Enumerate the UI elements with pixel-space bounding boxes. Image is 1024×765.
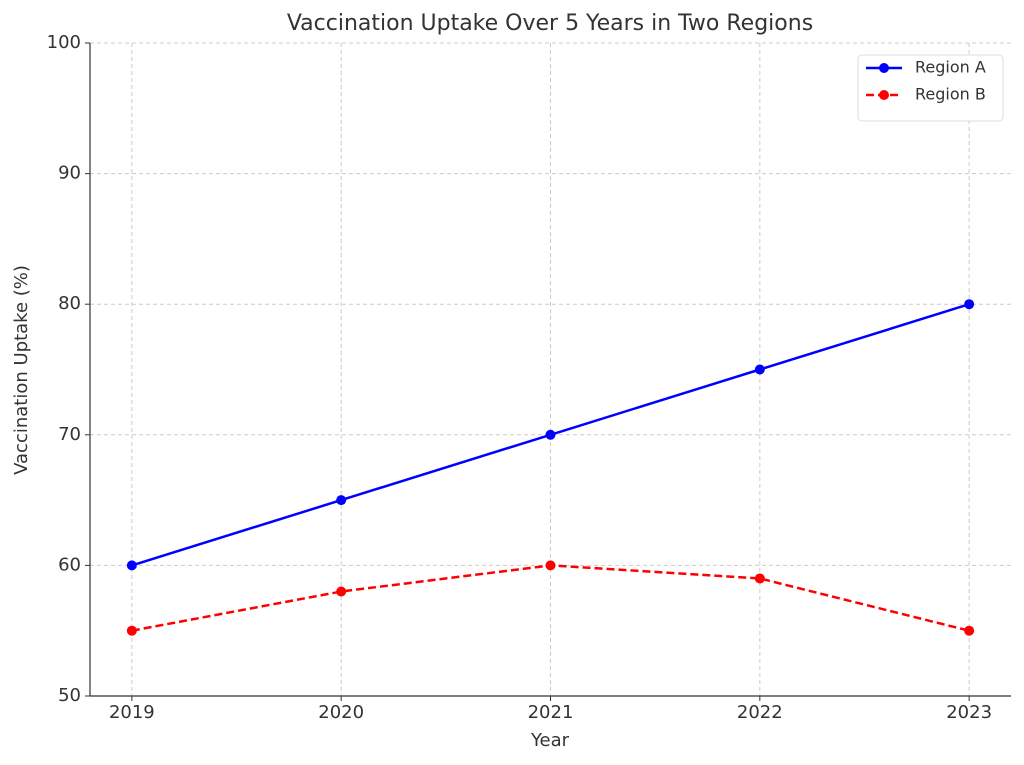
- data-point: [545, 429, 556, 440]
- x-tick-label: 2021: [528, 702, 574, 723]
- x-tick-label: 2020: [318, 702, 364, 723]
- y-tick-label: 90: [58, 163, 81, 184]
- y-tick-label: 80: [58, 293, 81, 314]
- data-point: [126, 625, 137, 636]
- x-tick-label: 2023: [946, 702, 992, 723]
- y-tick-label: 70: [58, 424, 81, 445]
- x-tick-label: 2022: [737, 702, 783, 723]
- y-tick-label: 100: [47, 32, 81, 53]
- legend-marker: [879, 63, 889, 73]
- y-axis-label: Vaccination Uptake (%): [11, 265, 32, 475]
- data-point: [336, 495, 347, 506]
- legend-label: Region B: [915, 85, 986, 104]
- y-tick-label: 50: [58, 685, 81, 706]
- legend-box: [857, 54, 1004, 122]
- data-point: [126, 560, 137, 571]
- data-point: [754, 573, 765, 584]
- data-point: [336, 586, 347, 597]
- legend-label: Region A: [915, 58, 986, 77]
- chart-title: Vaccination Uptake Over 5 Years in Two R…: [287, 11, 813, 36]
- x-axis-label: Year: [530, 730, 570, 751]
- data-point: [964, 299, 975, 310]
- x-tick-label: 2019: [109, 702, 155, 723]
- data-point: [964, 625, 975, 636]
- legend-marker: [879, 90, 889, 100]
- y-tick-label: 60: [58, 554, 81, 575]
- data-point: [754, 364, 765, 375]
- data-point: [545, 560, 556, 571]
